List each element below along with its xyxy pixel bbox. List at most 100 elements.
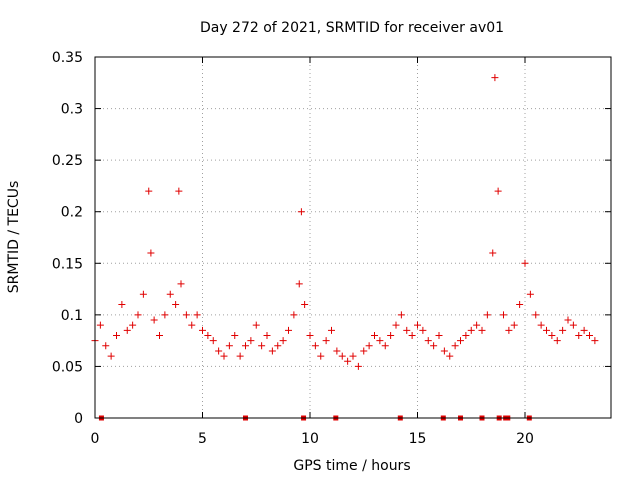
data-point — [123, 326, 131, 334]
data-point — [199, 326, 206, 334]
data-point — [96, 321, 104, 329]
data-point — [242, 342, 249, 350]
data-point — [478, 326, 486, 334]
data-point — [338, 352, 346, 360]
y-tick-label: 0.15 — [52, 256, 83, 272]
data-point — [225, 342, 233, 350]
data-point — [247, 337, 255, 345]
data-point — [252, 321, 260, 329]
data-point — [408, 331, 416, 339]
data-point — [274, 342, 282, 350]
data-point — [559, 326, 567, 334]
data-point — [263, 331, 271, 339]
data-point — [188, 321, 196, 329]
data-point — [580, 326, 588, 334]
data-point — [139, 290, 147, 298]
data-point — [457, 337, 464, 345]
data-point — [500, 311, 507, 319]
data-point — [166, 290, 174, 298]
x-tick-label: 15 — [409, 431, 427, 447]
data-point — [333, 347, 341, 355]
data-point — [118, 301, 126, 309]
data-point — [344, 357, 352, 365]
data-point — [360, 347, 368, 355]
data-point — [491, 74, 499, 82]
data-point — [156, 331, 163, 339]
data-point — [161, 311, 169, 319]
data-point — [387, 331, 395, 339]
data-point — [575, 331, 583, 339]
data-point — [209, 337, 217, 345]
data-point — [569, 321, 577, 329]
x-axis-label: GPS time / hours — [293, 458, 410, 474]
data-point — [204, 331, 212, 339]
data-point — [494, 187, 502, 195]
data-point — [440, 347, 448, 355]
grid-layer — [95, 57, 611, 418]
data-point — [553, 337, 561, 345]
y-axis: 0 0.05 0.1 0.15 0.2 0.25 0.3 0.35 — [52, 50, 611, 427]
data-point — [175, 187, 183, 195]
data-point — [150, 316, 158, 324]
data-point — [586, 331, 593, 339]
data-point — [306, 331, 314, 339]
data-point — [505, 326, 513, 334]
data-point — [215, 347, 223, 355]
data-point — [564, 316, 572, 324]
data-point — [102, 342, 110, 350]
data-point — [483, 311, 491, 319]
data-point — [349, 352, 357, 360]
data-point — [516, 301, 524, 309]
data-point — [129, 321, 137, 329]
data-point — [285, 326, 292, 334]
chart-title: Day 272 of 2021, SRMTID for receiver av0… — [200, 20, 504, 36]
data-point — [311, 342, 319, 350]
data-point — [473, 321, 481, 329]
data-point — [145, 187, 153, 195]
data-point — [354, 362, 362, 370]
data-point — [543, 326, 550, 334]
data-point — [147, 249, 155, 257]
x-axis: 0 5 10 15 20 — [91, 57, 534, 447]
data-point — [403, 326, 411, 334]
y-tick-label: 0.05 — [52, 359, 83, 375]
data-point — [322, 337, 330, 345]
data-point — [591, 337, 599, 345]
y-tick-label: 0.35 — [52, 50, 83, 66]
data-point — [365, 342, 373, 350]
data-point — [419, 326, 427, 334]
data-point — [446, 352, 454, 360]
plot-frame — [94, 56, 612, 419]
data-point — [451, 342, 459, 350]
data-points — [91, 74, 599, 421]
data-point — [113, 331, 120, 339]
data-point — [231, 331, 239, 339]
data-point — [107, 352, 115, 360]
x-tick-label: 20 — [516, 431, 534, 447]
data-point — [489, 249, 497, 257]
data-point — [376, 337, 384, 345]
data-point — [182, 311, 190, 319]
data-point — [258, 342, 266, 350]
data-point — [392, 321, 400, 329]
data-point — [301, 301, 309, 309]
data-point — [532, 311, 540, 319]
data-point — [467, 326, 475, 334]
y-axis-label: SRMTID / TECUs — [6, 181, 22, 294]
data-point — [397, 311, 405, 319]
data-point — [435, 331, 443, 339]
x-tick-label: 0 — [91, 431, 100, 447]
data-point — [424, 337, 432, 345]
data-point — [414, 321, 421, 329]
data-point — [268, 347, 276, 355]
data-point — [297, 208, 305, 216]
y-tick-label: 0.3 — [61, 102, 83, 118]
x-tick-label: 10 — [301, 431, 319, 447]
data-point — [290, 311, 298, 319]
data-point — [510, 321, 518, 329]
data-point — [328, 326, 335, 334]
data-point — [430, 342, 438, 350]
data-point — [193, 311, 201, 319]
data-point — [177, 280, 185, 288]
data-point — [462, 331, 470, 339]
